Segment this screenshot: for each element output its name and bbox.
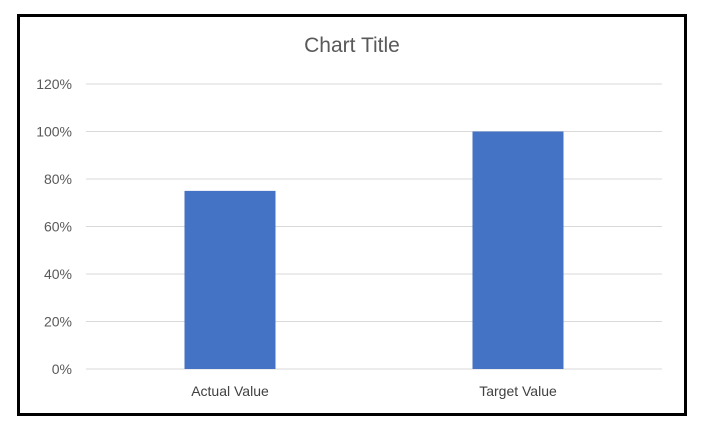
gridlines <box>86 83 662 370</box>
bars <box>184 131 564 369</box>
y-tick-label: 80% <box>44 171 72 187</box>
x-category-label: Actual Value <box>191 383 269 399</box>
x-axis-category-labels: Actual Value Target Value <box>191 383 557 399</box>
bar-actual-value <box>184 190 276 369</box>
bar-target-value <box>472 131 564 369</box>
y-axis-tick-labels: 0% 20% 40% 60% 80% 100% 120% <box>36 76 72 377</box>
y-tick-label: 60% <box>44 219 72 235</box>
chart-frame <box>17 14 687 416</box>
y-tick-label: 0% <box>52 361 72 377</box>
y-tick-label: 120% <box>36 76 72 92</box>
x-category-label: Target Value <box>479 383 557 399</box>
chart-title: Chart Title <box>304 34 400 57</box>
y-tick-label: 100% <box>36 124 72 140</box>
y-tick-label: 40% <box>44 266 72 282</box>
y-tick-label: 20% <box>44 314 72 330</box>
